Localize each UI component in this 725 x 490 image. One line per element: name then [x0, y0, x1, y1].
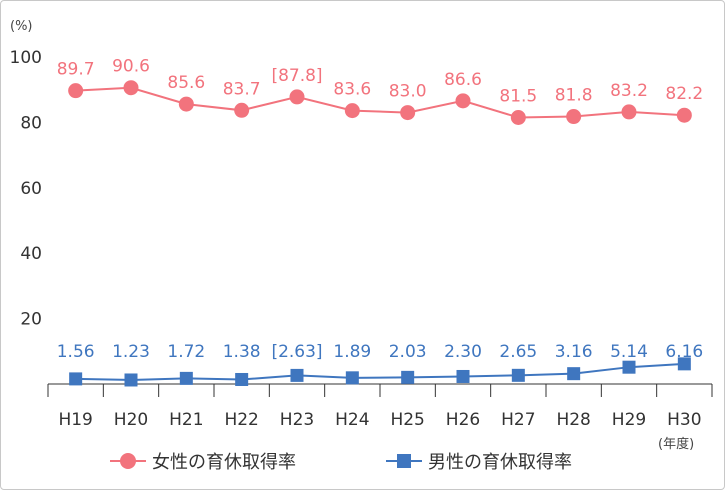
data-point — [567, 367, 581, 381]
data-label: 83.6 — [333, 80, 371, 100]
data-label: 83.2 — [610, 81, 648, 101]
data-point — [622, 360, 636, 374]
data-point — [455, 93, 471, 109]
x-tick-label: H20 — [114, 410, 148, 430]
series-line — [75, 86, 685, 119]
data-label: 90.6 — [112, 57, 150, 77]
x-tick-label: H23 — [280, 410, 314, 430]
x-tick-label: H26 — [446, 410, 480, 430]
data-point — [400, 105, 416, 121]
data-point — [511, 368, 525, 382]
data-label: 1.72 — [167, 342, 205, 362]
data-label: 2.03 — [389, 342, 427, 362]
series-line — [75, 362, 685, 381]
data-point — [344, 103, 360, 119]
x-tick-label: H24 — [335, 410, 369, 430]
data-label: 81.8 — [555, 86, 593, 106]
data-label: 1.56 — [57, 342, 95, 362]
x-tick-label: H22 — [224, 410, 258, 430]
legend-label: 男性の育休取得率 — [428, 452, 572, 473]
data-point — [234, 102, 250, 118]
x-tick-label: H29 — [612, 410, 646, 430]
y-tick-label: 40 — [20, 244, 42, 264]
x-tick-label: H19 — [58, 410, 92, 430]
data-point — [179, 371, 193, 385]
data-label: 83.0 — [389, 82, 427, 102]
data-point — [345, 371, 359, 385]
x-tick-label: H28 — [556, 410, 590, 430]
data-point — [178, 96, 194, 112]
data-label: 1.89 — [333, 342, 371, 362]
data-label: 3.16 — [555, 342, 593, 362]
x-tick-label: H27 — [501, 410, 535, 430]
x-axis-unit: (年度) — [658, 436, 694, 452]
legend-marker — [397, 454, 411, 468]
data-label: [2.63] — [271, 342, 322, 362]
data-label: 2.30 — [444, 342, 482, 362]
data-label: 86.6 — [444, 70, 482, 90]
data-point — [676, 107, 692, 123]
data-point — [290, 368, 304, 382]
legend-marker — [120, 453, 136, 469]
x-tick-label: H25 — [390, 410, 424, 430]
data-point — [510, 109, 526, 125]
data-label: 85.6 — [167, 73, 205, 93]
data-point — [401, 370, 415, 384]
data-label: 2.65 — [499, 342, 537, 362]
data-point — [124, 373, 138, 387]
data-point — [456, 369, 470, 383]
y-tick-label: 60 — [20, 179, 42, 199]
legend-label: 女性の育休取得率 — [152, 452, 296, 473]
data-point — [235, 372, 249, 386]
data-label: 83.7 — [223, 79, 261, 99]
data-point — [289, 89, 305, 105]
data-label: 1.23 — [112, 342, 150, 362]
data-point — [566, 109, 582, 125]
data-label: 82.2 — [665, 84, 703, 104]
data-label: 5.14 — [610, 342, 648, 362]
data-point — [123, 80, 139, 96]
data-label: 1.38 — [223, 342, 261, 362]
data-label: 6.16 — [665, 342, 703, 362]
y-tick-label: 20 — [20, 310, 42, 330]
x-tick-label: H30 — [667, 410, 701, 430]
data-point — [69, 372, 83, 386]
data-point — [677, 357, 691, 371]
y-tick-label: 80 — [20, 113, 42, 133]
x-tick-label: H21 — [169, 410, 203, 430]
data-label: 89.7 — [57, 60, 95, 80]
data-point — [68, 83, 84, 99]
y-axis-unit: (%) — [10, 19, 33, 34]
y-tick-label: 100 — [10, 48, 42, 68]
data-label: [87.8] — [271, 66, 322, 86]
data-point — [621, 104, 637, 120]
data-label: 81.5 — [499, 86, 537, 106]
